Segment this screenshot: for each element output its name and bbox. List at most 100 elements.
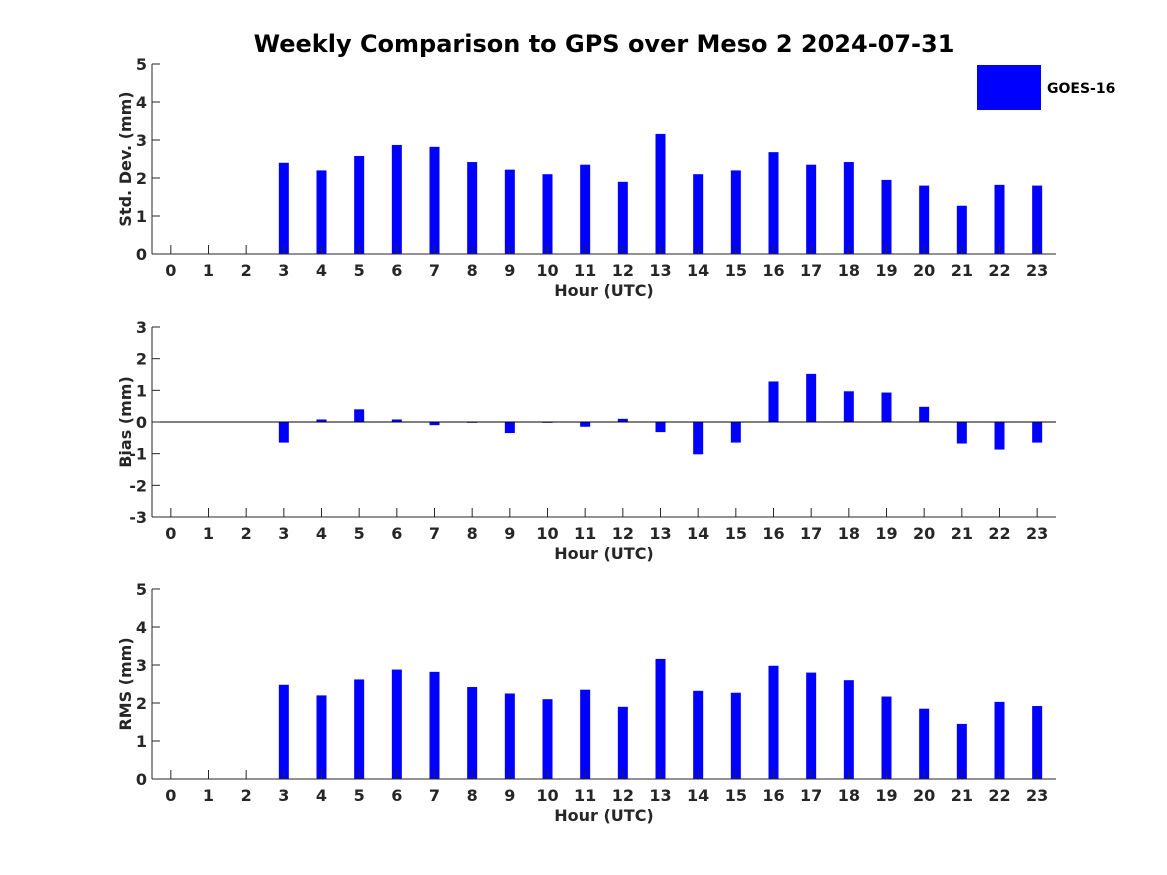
- y-tick-label: 2: [136, 694, 147, 713]
- x-tick-label: 14: [687, 524, 709, 543]
- y-tick-label: 3: [136, 131, 147, 150]
- bar-std-dev-hour-10: [542, 174, 553, 254]
- x-tick-label: 17: [800, 261, 822, 280]
- bar-std-dev-hour-8: [467, 162, 478, 254]
- bar-std-dev-hour-3: [278, 162, 289, 254]
- x-tick-label: 5: [354, 261, 365, 280]
- y-tick-label: -3: [129, 508, 147, 527]
- bar-rms-hour-22: [994, 701, 1005, 779]
- y-tick-label: 3: [136, 318, 147, 337]
- x-tick-label: 23: [1026, 786, 1048, 805]
- x-tick-label: 7: [429, 261, 440, 280]
- bar-std-dev-hour-18: [843, 162, 854, 254]
- x-tick-label: 5: [354, 524, 365, 543]
- x-tick-label: 19: [875, 786, 897, 805]
- y-tick-label: -1: [129, 445, 147, 464]
- bar-std-dev-hour-6: [391, 144, 402, 254]
- bar-bias-hour-12: [617, 418, 628, 422]
- x-tick-label: 19: [875, 524, 897, 543]
- chart-title: Weekly Comparison to GPS over Meso 2 202…: [254, 30, 955, 58]
- bar-std-dev-hour-14: [693, 174, 704, 254]
- x-tick-label: 4: [316, 524, 327, 543]
- bar-rms-hour-18: [843, 680, 854, 779]
- y-tick-label: 0: [136, 770, 147, 789]
- bar-std-dev-hour-15: [730, 170, 741, 254]
- x-tick-label: 21: [951, 524, 973, 543]
- bar-bias-hour-9: [504, 422, 515, 434]
- x-tick-label: 15: [725, 261, 747, 280]
- bar-bias-hour-14: [693, 422, 704, 455]
- bar-std-dev-hour-19: [881, 179, 892, 254]
- x-tick-label: 9: [504, 524, 515, 543]
- x-tick-label: 16: [762, 524, 784, 543]
- y-tick-label: 2: [136, 350, 147, 369]
- bar-rms-hour-12: [617, 706, 628, 779]
- legend: GOES-16: [977, 65, 1115, 110]
- x-tick-label: 15: [725, 524, 747, 543]
- bar-std-dev-hour-7: [429, 146, 440, 254]
- y-tick-label: 4: [136, 618, 147, 637]
- bar-std-dev-hour-5: [354, 155, 365, 254]
- x-tick-label: 20: [913, 786, 935, 805]
- bar-std-dev-hour-23: [1032, 185, 1043, 254]
- x-tick-label: 6: [391, 786, 402, 805]
- x-tick-label: 22: [988, 524, 1010, 543]
- x-tick-label: 3: [278, 261, 289, 280]
- y-tick-label: 3: [136, 656, 147, 675]
- bar-rms-hour-4: [316, 695, 327, 779]
- y-tick-label: 5: [136, 580, 147, 599]
- x-tick-label: 14: [687, 786, 709, 805]
- x-tick-label: 7: [429, 524, 440, 543]
- x-tick-label: 21: [951, 261, 973, 280]
- x-tick-label: 15: [725, 786, 747, 805]
- bar-bias-hour-23: [1032, 422, 1043, 443]
- x-tick-label: 21: [951, 786, 973, 805]
- y-axis-label: Std. Dev. (mm): [116, 91, 135, 226]
- x-tick-label: 1: [203, 786, 214, 805]
- bar-bias-hour-18: [843, 391, 854, 422]
- x-tick-label: 10: [536, 261, 558, 280]
- bar-std-dev-hour-12: [617, 181, 628, 254]
- bar-rms-hour-5: [354, 679, 365, 779]
- x-tick-label: 0: [165, 261, 176, 280]
- x-tick-label: 2: [241, 786, 252, 805]
- bar-rms-hour-8: [467, 687, 478, 779]
- x-tick-label: 16: [762, 261, 784, 280]
- y-tick-label: 0: [136, 245, 147, 264]
- bar-std-dev-hour-9: [504, 169, 515, 254]
- bar-rms-hour-19: [881, 696, 892, 779]
- bar-std-dev-hour-21: [956, 205, 967, 254]
- bar-bias-hour-19: [881, 392, 892, 422]
- bar-bias-hour-13: [655, 422, 666, 433]
- x-tick-label: 17: [800, 786, 822, 805]
- x-tick-label: 2: [241, 524, 252, 543]
- x-tick-label: 6: [391, 261, 402, 280]
- y-tick-label: 5: [136, 55, 147, 74]
- x-tick-label: 7: [429, 786, 440, 805]
- bar-std-dev-hour-13: [655, 133, 666, 254]
- y-tick-label: 0: [136, 413, 147, 432]
- x-axis-label: Hour (UTC): [554, 544, 654, 563]
- bar-bias-hour-5: [354, 409, 365, 422]
- legend-swatch: [977, 65, 1041, 110]
- bar-rms-hour-16: [768, 665, 779, 779]
- legend-label: GOES-16: [1047, 81, 1115, 97]
- x-tick-label: 8: [467, 786, 478, 805]
- x-tick-label: 22: [988, 261, 1010, 280]
- bar-bias-hour-22: [994, 422, 1005, 450]
- y-tick-label: 1: [136, 381, 147, 400]
- y-axis-label: Bias (mm): [116, 376, 135, 468]
- bar-rms-hour-14: [693, 690, 704, 779]
- y-tick-label: 2: [136, 169, 147, 188]
- bar-std-dev-hour-4: [316, 170, 327, 254]
- y-tick-label: 1: [136, 207, 147, 226]
- x-tick-label: 8: [467, 524, 478, 543]
- x-tick-label: 2: [241, 261, 252, 280]
- x-tick-label: 18: [838, 261, 860, 280]
- y-tick-label: 4: [136, 93, 147, 112]
- x-tick-label: 11: [574, 524, 596, 543]
- bar-rms-hour-13: [655, 658, 666, 779]
